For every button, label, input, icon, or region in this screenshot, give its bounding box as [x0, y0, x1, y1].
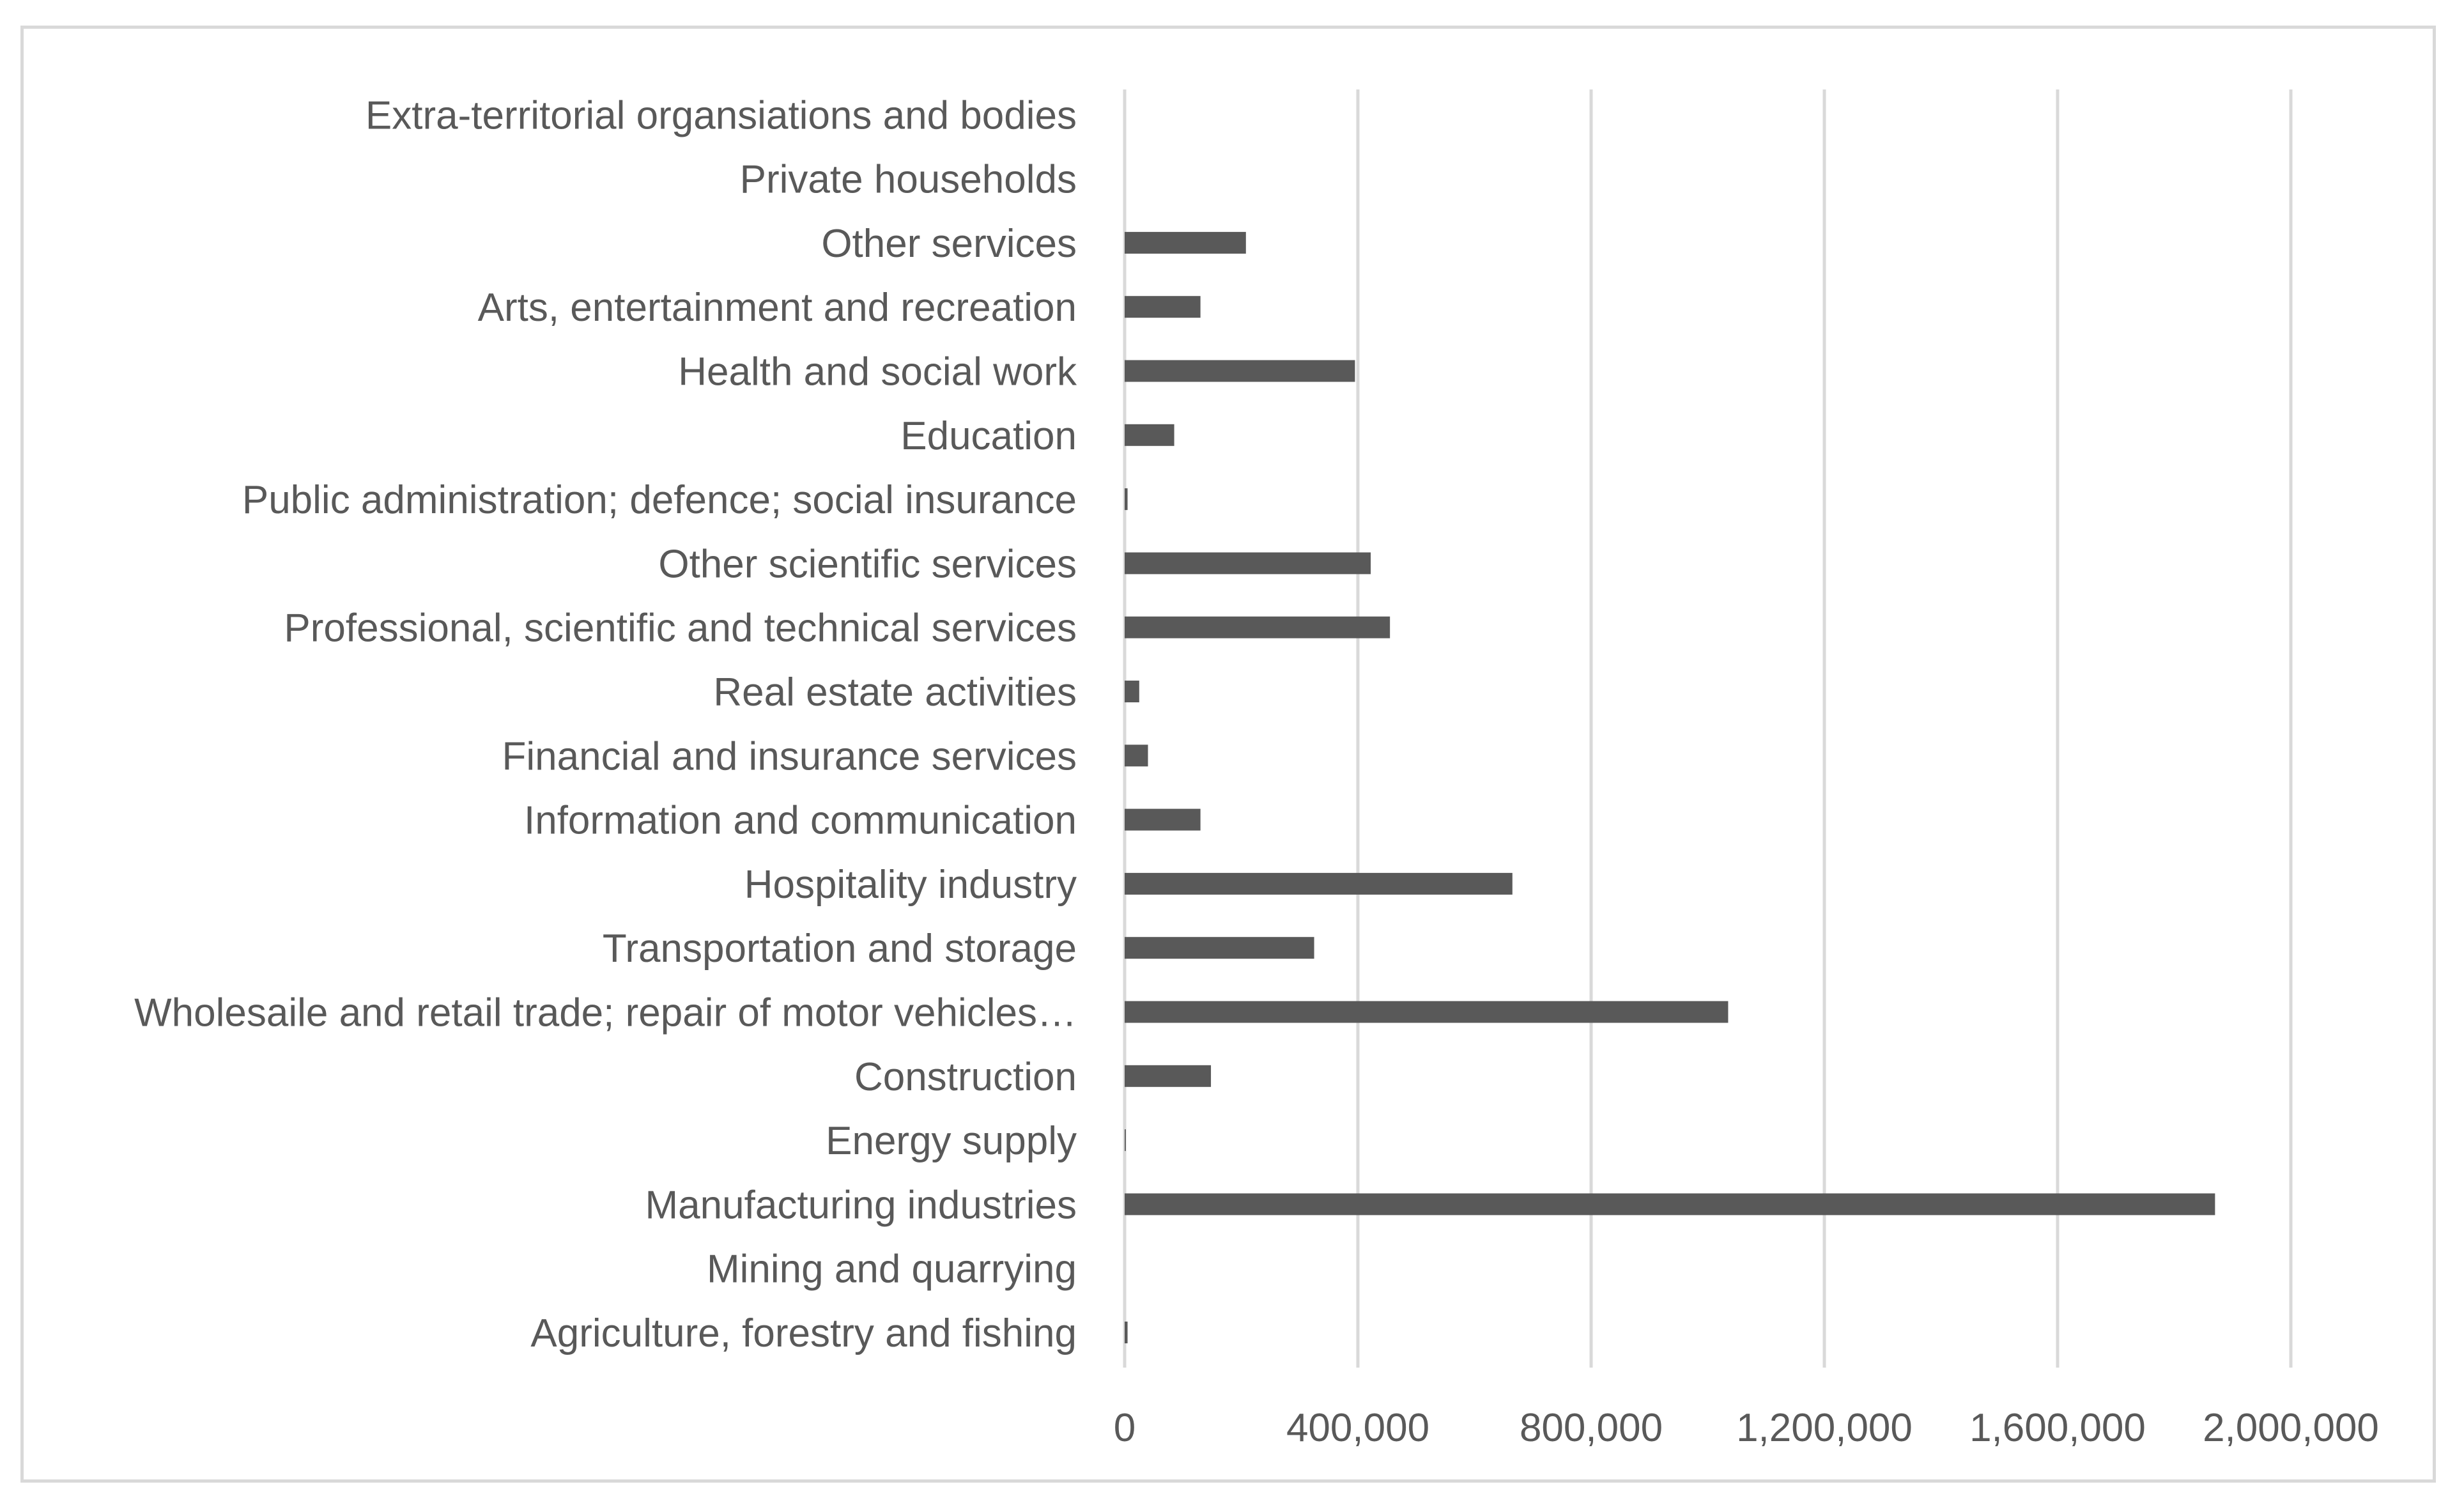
category-label-information-and-communication: Information and communication	[524, 799, 1077, 843]
category-label-professional-scientific-and-technical-services: Professional, scientific and technical s…	[284, 606, 1077, 651]
category-label-extra-territorial-organsiations-and-bodies: Extra-territorial organsiations and bodi…	[366, 93, 1077, 137]
bar-real-estate-activities	[1125, 681, 1139, 702]
x-tick-label: 400,000	[1286, 1406, 1429, 1450]
bar-energy-supply	[1125, 1129, 1126, 1152]
category-label-construction: Construction	[854, 1055, 1077, 1099]
bar-financial-and-insurance-services	[1125, 745, 1148, 767]
x-tick-label: 2,000,000	[2203, 1406, 2379, 1450]
bar-professional-scientific-and-technical-services	[1125, 616, 1390, 638]
bar-hospitality-industry	[1125, 872, 1513, 895]
x-tick-label: 1,200,000	[1736, 1406, 1913, 1450]
category-label-real-estate-activities: Real estate activities	[713, 670, 1077, 714]
x-tick-label: 800,000	[1520, 1406, 1663, 1450]
category-labels: Agriculture, forestry and fishing Mining …	[134, 93, 1077, 1355]
category-label-transportation-and-storage: Transportation and storage	[603, 927, 1077, 971]
category-label-education: Education	[900, 414, 1077, 458]
bar-construction	[1125, 1065, 1212, 1087]
x-tick-label: 1,600,000	[1969, 1406, 2146, 1450]
chart-frame	[20, 26, 2436, 1483]
category-label-private-households: Private households	[740, 158, 1077, 202]
bar-education	[1125, 424, 1174, 446]
bars	[1125, 231, 2215, 1343]
bar-transportation-and-storage	[1125, 937, 1314, 959]
category-label-manufacturing-industries: Manufacturing industries	[645, 1183, 1077, 1227]
category-label-financial-and-insurance-services: Financial and insurance services	[502, 734, 1077, 778]
bar-other-services	[1125, 231, 1246, 254]
category-label-health-and-social-work: Health and social work	[678, 350, 1077, 394]
category-label-agriculture-forestry-and-fishing: Agriculture, forestry and fishing	[530, 1311, 1077, 1355]
category-label-public-administration-defence-social-insurance: Public administration; defence; social i…	[242, 478, 1077, 522]
bar-health-and-social-work	[1125, 360, 1355, 382]
bar-arts-entertainment-and-recreation	[1125, 296, 1201, 318]
bar-public-administration-defence-social-insurance	[1125, 488, 1128, 511]
bar-information-and-communication	[1125, 808, 1201, 831]
category-label-arts-entertainment-and-recreation: Arts, entertainment and recreation	[478, 286, 1077, 330]
bar-agriculture-forestry-and-fishing	[1125, 1322, 1128, 1343]
category-label-mining-and-quarrying: Mining and quarrying	[707, 1247, 1077, 1292]
category-label-other-services: Other services	[821, 222, 1077, 266]
gridlines	[1123, 89, 2293, 1368]
category-label-hospitality-industry: Hospitality industry	[744, 863, 1077, 907]
bar-manufacturing-industries	[1125, 1193, 2215, 1216]
x-axis-tick-labels: 0 400,000 800,000 1,200,000 1,600,000 2,000,0…	[1114, 1406, 2379, 1450]
bar-wholesaile-and-retail-trade-repair-of-motor-vehicles	[1125, 1001, 1729, 1023]
x-tick-label: 0	[1114, 1406, 1136, 1450]
category-label-wholesaile-and-retail-trade-repair-of-motor-vehicles: Wholesaile and retail trade; repair of m…	[134, 991, 1077, 1035]
category-label-energy-supply: Energy supply	[826, 1119, 1077, 1163]
category-label-other-scientific-services: Other scientific services	[658, 542, 1077, 586]
bar-other-scientific-services	[1125, 552, 1371, 575]
